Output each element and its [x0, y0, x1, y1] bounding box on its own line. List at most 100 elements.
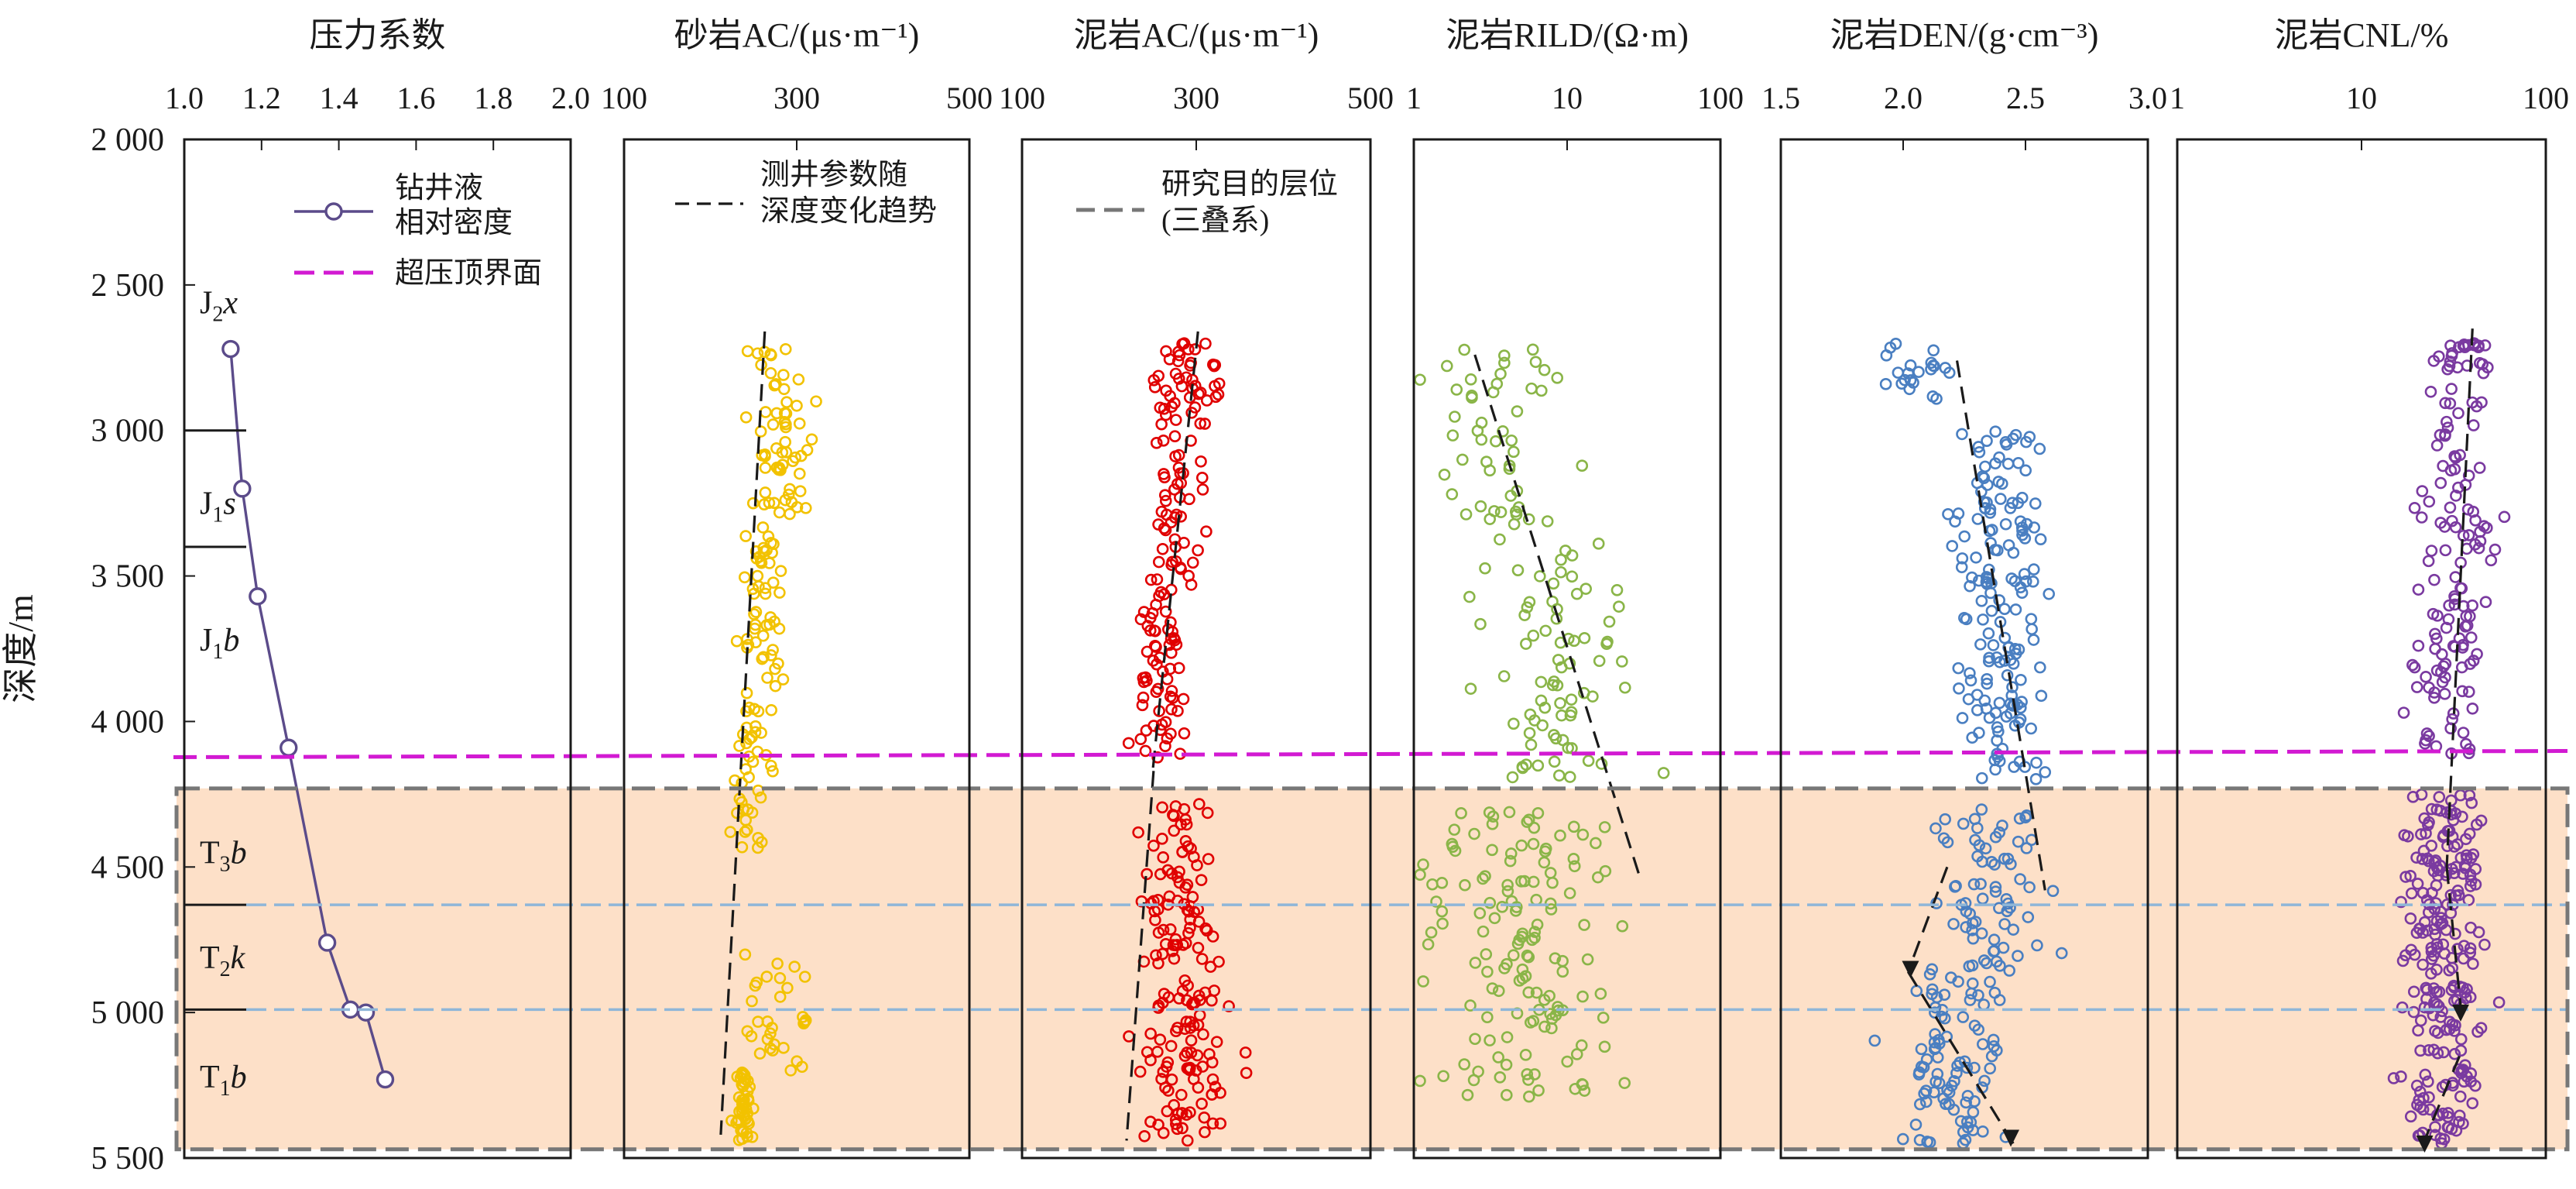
x-tick-label: 2.0 [551, 81, 590, 115]
data-point [2457, 868, 2469, 880]
data-point [2465, 796, 2478, 809]
data-point [1993, 754, 2006, 768]
y-tick-label: 3 000 [91, 414, 165, 449]
x-tick-label: 3.0 [2128, 81, 2167, 115]
data-point [2460, 849, 2473, 861]
data-point [1968, 1019, 1981, 1032]
data-point [1978, 694, 1991, 707]
data-point [1183, 391, 1196, 404]
data-point [2466, 599, 2478, 612]
data-point [2416, 853, 2429, 865]
data-point [773, 991, 787, 1003]
data-point [1168, 952, 1181, 965]
data-point [2418, 1001, 2431, 1014]
data-point [780, 396, 793, 409]
data-point [1147, 655, 1160, 667]
data-point [1148, 905, 1161, 918]
data-point [1989, 425, 2001, 438]
data-point [1199, 1125, 1211, 1139]
data-point [1618, 681, 1631, 694]
data-point [2006, 497, 2019, 510]
data-point [1200, 525, 1213, 538]
data-point [1984, 537, 1997, 549]
data-point [2008, 761, 2020, 773]
data-point [2430, 439, 2444, 452]
data-point [2453, 1115, 2465, 1129]
formation-label: J1b [200, 623, 239, 664]
data-point [1578, 1084, 1591, 1097]
data-point [794, 449, 808, 462]
data-point [1939, 813, 1951, 826]
x-tick-label: 1.4 [320, 81, 358, 115]
data-point [2478, 938, 2491, 951]
data-point [1964, 674, 1977, 687]
data-point [1165, 516, 1178, 529]
data-point [1966, 959, 1979, 972]
data-point [759, 406, 772, 418]
data-point [761, 672, 773, 684]
data-point [2395, 1070, 2407, 1083]
data-point [1977, 1038, 1989, 1050]
data-point [754, 425, 767, 438]
data-point [1468, 827, 1480, 840]
data-point [2408, 948, 2421, 961]
data-point [2467, 419, 2480, 431]
x-tick-label: 100 [1697, 81, 1744, 115]
data-point [1868, 1034, 1881, 1047]
data-point [2479, 596, 2492, 608]
data-point [767, 1044, 779, 1057]
data-point [1138, 1129, 1151, 1143]
data-point [2015, 586, 2029, 600]
data-point [1144, 624, 1157, 637]
data-point [779, 493, 792, 507]
data-point [1486, 818, 1499, 830]
data-point [2046, 885, 2060, 897]
data-point [2465, 1075, 2477, 1088]
data-point [752, 705, 765, 718]
data-point [2027, 576, 2039, 588]
data-point [1479, 562, 1491, 575]
data-point [2055, 947, 2068, 960]
data-point [2441, 415, 2453, 428]
data-point [2464, 942, 2477, 955]
trend-line [1955, 360, 2046, 891]
data-point [2423, 1044, 2435, 1057]
data-point [1466, 391, 1478, 404]
data-point [1930, 991, 1943, 1004]
data-point [1538, 856, 1551, 869]
data-point [1213, 955, 1225, 968]
data-point [1426, 878, 1439, 891]
data-point [1982, 655, 1995, 668]
data-point [752, 784, 765, 797]
data-point [1473, 907, 1487, 919]
data-point [2402, 830, 2414, 843]
data-point [1516, 972, 1529, 985]
data-point [1151, 573, 1164, 586]
data-point [2434, 1132, 2447, 1145]
data-point [1180, 371, 1192, 384]
data-point [1500, 1058, 1513, 1071]
data-point [1525, 738, 1538, 751]
data-point [2492, 996, 2506, 1009]
data-point [777, 1042, 790, 1054]
data-point [810, 395, 822, 408]
data-point [765, 759, 777, 772]
data-point [2433, 350, 2445, 363]
data-point [1527, 629, 1540, 642]
data-point [1534, 570, 1546, 582]
x-tick-label: 1 [2170, 81, 2185, 115]
data-point [2405, 887, 2418, 900]
data-point [1187, 1019, 1200, 1032]
data-point [2464, 880, 2477, 892]
trend-arrowhead [2416, 1135, 2434, 1153]
data-point [1988, 933, 2001, 947]
data-point [767, 644, 779, 656]
data-point [1937, 832, 1950, 845]
data-point [1927, 344, 1940, 357]
data-point [1613, 600, 1625, 613]
data-point [2454, 1044, 2468, 1057]
data-point [1523, 727, 1536, 740]
data-point [1180, 1108, 1193, 1121]
data-point [1494, 506, 1508, 518]
data-point [1913, 1098, 1926, 1111]
